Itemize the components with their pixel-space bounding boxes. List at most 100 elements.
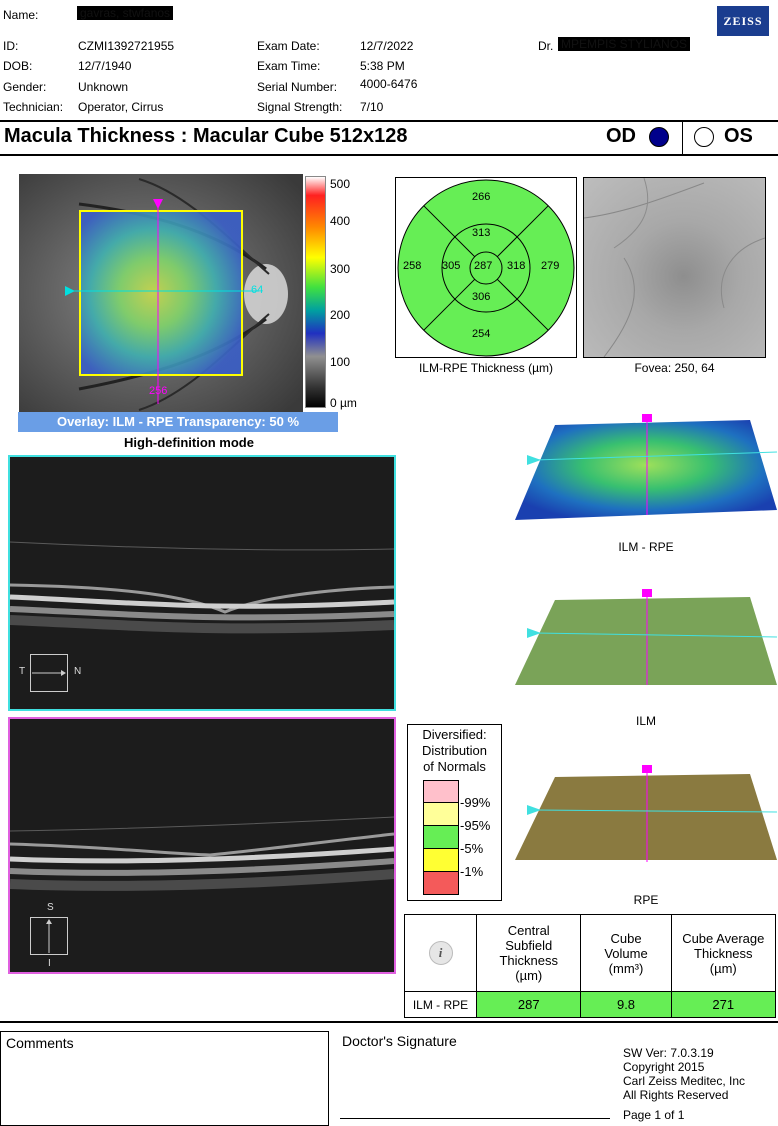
surface-ilm-rpe <box>515 410 778 525</box>
os-indicator <box>694 127 714 147</box>
fundus-svg <box>19 174 303 412</box>
os-label: OS <box>724 125 753 147</box>
orientation-box-tn <box>30 654 68 692</box>
header-cube-average: Cube Average Thickness (µm) <box>670 914 777 992</box>
od-label: OD <box>606 125 636 147</box>
etdrs-grid: 266 313 258 305 287 318 279 306 254 <box>395 177 577 358</box>
etdrs-nasal-outer: 279 <box>541 260 560 272</box>
etdrs-temporal-inner: 305 <box>442 260 461 272</box>
surface-rpe-svg <box>515 765 778 862</box>
surface-rpe-label: RPE <box>633 893 659 907</box>
dob-value: 12/7/1940 <box>78 59 132 73</box>
od-selected-indicator <box>649 127 669 147</box>
normals-5: -5% <box>460 841 484 856</box>
fovea-vessels-svg <box>583 177 766 358</box>
thickness-color-scale <box>305 176 326 408</box>
signature-label: Doctor's Signature <box>342 1033 457 1049</box>
arrow-right-icon <box>32 670 66 676</box>
page-number: Page 1 of 1 <box>623 1108 685 1122</box>
normals-95-text: 95% <box>464 818 491 833</box>
exam-time-value: 5:38 PM <box>360 59 405 73</box>
normals-swatch-yellow <box>423 849 459 872</box>
etdrs-inferior-outer: 254 <box>472 328 491 340</box>
patient-name: gavras, stwfanos <box>77 6 174 20</box>
rights: All Rights Reserved <box>623 1088 729 1102</box>
value-central-subfield: 287 <box>476 991 582 1018</box>
surface-ilm-svg <box>515 589 778 685</box>
logo-text: ZEISS <box>723 14 763 28</box>
normals-95: -95% <box>460 818 491 833</box>
gender-value: Unknown <box>78 80 129 94</box>
title-bottom-rule <box>0 154 778 156</box>
zeiss-logo: ZEISS <box>717 6 769 36</box>
header-central-subfield: Central Subfield Thickness (µm) <box>476 914 582 992</box>
etdrs-temporal-outer: 258 <box>403 260 422 272</box>
temporal-label: T <box>19 666 26 677</box>
bscan-vertical-svg <box>10 719 394 972</box>
normals-99-text: 99% <box>464 795 491 810</box>
normals-1-text: 1% <box>464 864 484 879</box>
value-cube-volume: 9.8 <box>580 991 672 1018</box>
scale-0: 0 µm <box>330 396 357 410</box>
id-value: CZMI1392721955 <box>78 39 175 53</box>
info-icon[interactable]: i <box>428 941 453 965</box>
arrow-up-icon <box>46 919 52 953</box>
row-label: ILM - RPE <box>403 991 478 1018</box>
normals-title-3: of Normals <box>423 759 486 774</box>
normals-legend: Diversified: Distribution of Normals -99… <box>407 724 502 901</box>
fovea-caption: Fovea: 250, 64 <box>634 361 715 375</box>
sw-version: SW Ver: 7.0.3.19 <box>623 1046 714 1060</box>
scale-200: 200 <box>330 308 351 322</box>
inferior-label: I <box>48 958 51 969</box>
superior-label: S <box>47 902 54 913</box>
normals-title-1: Diversified: <box>422 727 487 742</box>
hd-mode-label: High-definition mode <box>124 435 254 450</box>
scale-300: 300 <box>330 262 351 276</box>
fundus-image: 64 256 <box>19 174 303 412</box>
footer-rule <box>0 1021 778 1023</box>
id-label: ID: <box>3 39 19 53</box>
technician-label: Technician: <box>3 100 64 114</box>
signal-label: Signal Strength: <box>257 100 343 114</box>
bscan-horizontal: T N <box>8 455 396 711</box>
normals-5-text: 5% <box>464 841 484 856</box>
normals-swatch-lightyellow <box>423 803 459 826</box>
gender-label: Gender: <box>3 80 47 94</box>
scale-100: 100 <box>330 355 351 369</box>
normals-swatch-pink <box>423 780 459 803</box>
orientation-box-si <box>30 917 68 955</box>
normals-99: -99% <box>460 795 491 810</box>
bscan-vertical: S I <box>8 717 396 974</box>
bscan-horizontal-svg <box>10 457 394 709</box>
surface-ilm-label: ILM <box>635 714 656 728</box>
dob-label: DOB: <box>3 59 33 73</box>
marker-h-value: 64 <box>251 284 264 296</box>
signal-value: 7/10 <box>360 100 384 114</box>
scale-400: 400 <box>330 214 351 228</box>
overlay-banner: Overlay: ILM - RPE Transparency: 50 % <box>18 412 338 432</box>
comments-label: Comments <box>6 1035 74 1051</box>
surface-ilm-rpe-label: ILM - RPE <box>618 540 674 554</box>
etdrs-superior-outer: 266 <box>472 191 491 203</box>
marker-v-value: 256 <box>149 385 168 397</box>
company: Carl Zeiss Meditec, Inc <box>623 1074 746 1088</box>
copyright: Copyright 2015 <box>623 1060 705 1074</box>
surface-ilm-rpe-svg <box>515 414 778 520</box>
header-cube-volume: Cube Volume (mm³) <box>580 914 672 992</box>
scale-500: 500 <box>330 177 351 191</box>
normals-title-2: Distribution <box>421 743 488 758</box>
results-table: i Central Subfield Thickness (µm) Cube V… <box>403 914 777 1018</box>
title-top-rule <box>0 120 778 122</box>
eye-divider <box>682 122 683 154</box>
comments-box[interactable]: Comments <box>0 1031 329 1126</box>
normals-swatch-green <box>423 826 459 849</box>
etdrs-svg <box>397 179 575 357</box>
etdrs-superior-inner: 313 <box>472 227 491 239</box>
serial-label: Serial Number: <box>257 80 338 94</box>
signature-line <box>340 1118 610 1119</box>
etdrs-caption: ILM-RPE Thickness (µm) <box>418 361 554 375</box>
technician-value: Operator, Cirrus <box>78 100 164 114</box>
surface-ilm <box>515 585 778 690</box>
exam-time-label: Exam Time: <box>257 59 321 73</box>
value-cube-average: 271 <box>670 991 777 1018</box>
